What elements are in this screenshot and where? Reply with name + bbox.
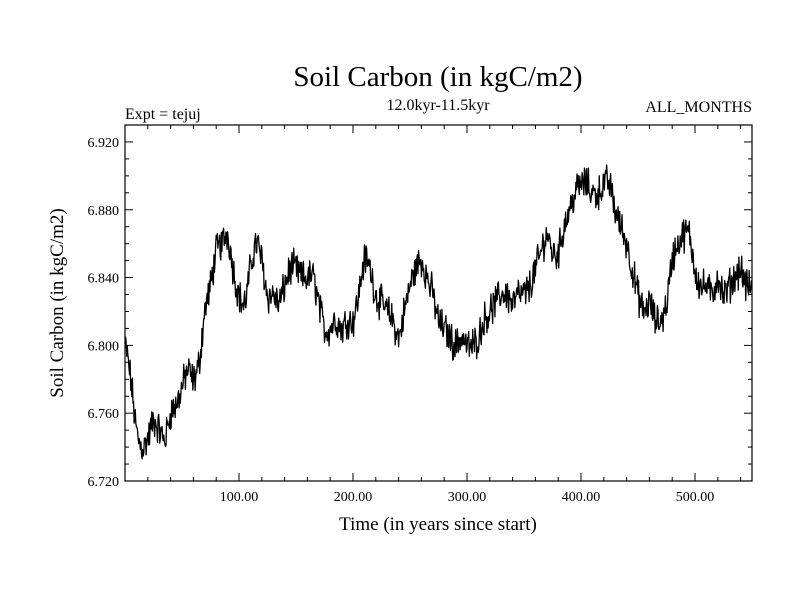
- experiment-label: Expt = tejuj: [125, 106, 201, 123]
- plot-frame: [124, 124, 753, 482]
- x-tick-label: 500.00: [676, 490, 715, 505]
- y-tick-label: 6.920: [88, 136, 120, 151]
- y-tick-label: 6.720: [88, 475, 120, 490]
- y-tick-label: 6.800: [88, 339, 120, 354]
- chart-subtitle: 12.0kyr-11.5kyr: [386, 97, 490, 114]
- period-label: ALL_MONTHS: [645, 99, 752, 116]
- x-tick-label: 400.00: [562, 490, 601, 505]
- x-tick-label: 100.00: [220, 490, 259, 505]
- x-axis-label: Time (in years since start): [339, 514, 537, 535]
- y-tick-label: 6.760: [88, 407, 120, 422]
- y-tick-label: 6.880: [88, 204, 120, 219]
- chart-title: Soil Carbon (in kgC/m2): [293, 61, 582, 93]
- x-tick-label: 200.00: [334, 490, 373, 505]
- x-tick-label: 300.00: [448, 490, 487, 505]
- series-line: [124, 164, 753, 460]
- y-tick-label: 6.840: [88, 272, 120, 287]
- plot-area: 100.00 200.00 300.00 400.00 500.00 6.720 6.760…: [88, 125, 753, 505]
- y-axis-label: Soil Carbon (in kgC/m2): [47, 208, 68, 397]
